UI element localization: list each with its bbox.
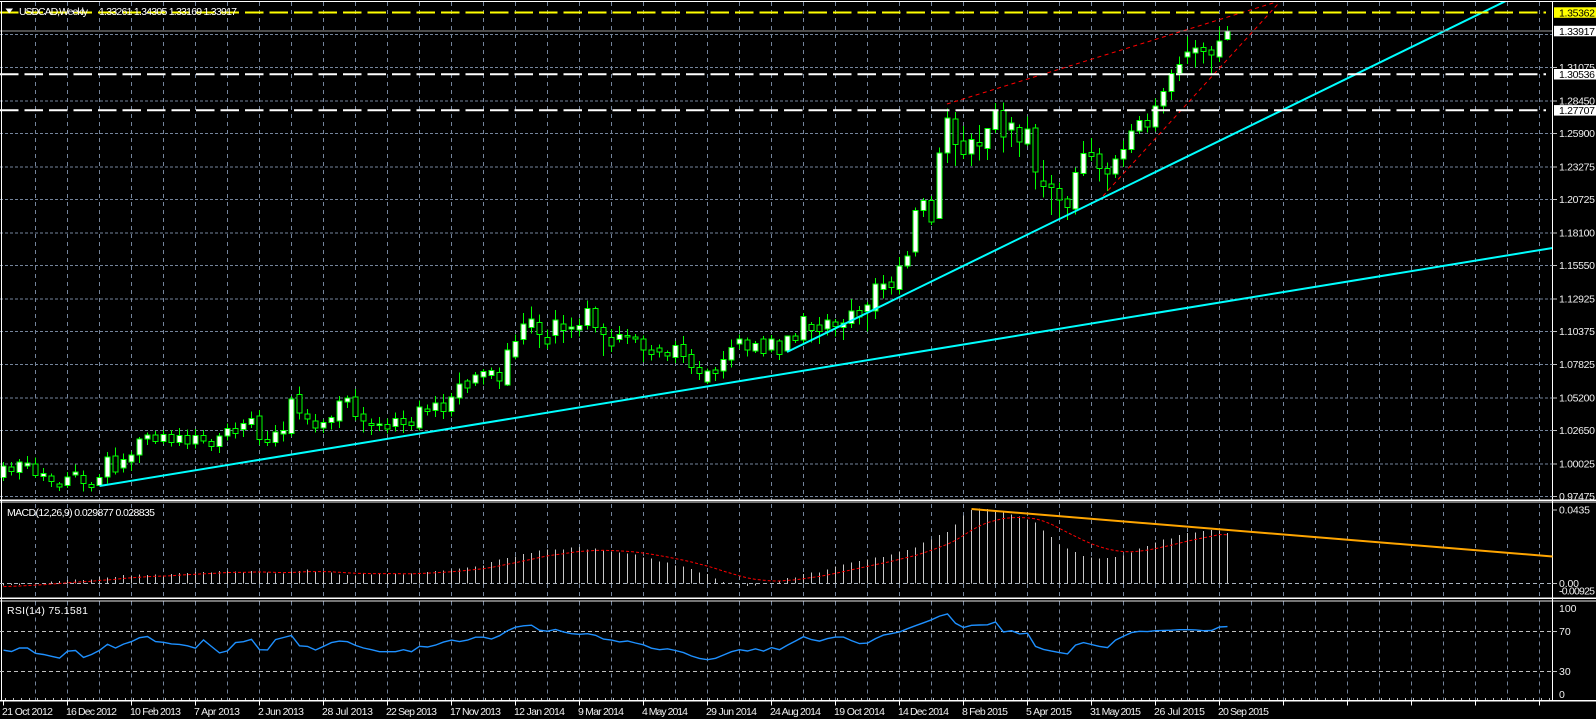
svg-text:1.02650: 1.02650 bbox=[1559, 425, 1595, 437]
svg-text:24 Aug 2014: 24 Aug 2014 bbox=[770, 706, 821, 718]
svg-text:0.97475: 0.97475 bbox=[1559, 491, 1595, 503]
svg-text:1.10375: 1.10375 bbox=[1559, 326, 1595, 338]
svg-text:1.30536: 1.30536 bbox=[1559, 69, 1595, 81]
svg-text:1.28450: 1.28450 bbox=[1559, 95, 1595, 107]
svg-text:70: 70 bbox=[1559, 626, 1571, 638]
svg-text:1.20725: 1.20725 bbox=[1559, 194, 1595, 206]
svg-text:MACD(12,26,9) 0.029877 0.02883: MACD(12,26,9) 0.029877 0.028835 bbox=[7, 507, 155, 519]
svg-text:17 Nov 2013: 17 Nov 2013 bbox=[450, 706, 501, 718]
svg-text:12 Jan 2014: 12 Jan 2014 bbox=[514, 706, 565, 718]
svg-text:20 Sep 2015: 20 Sep 2015 bbox=[1218, 706, 1269, 718]
svg-text:0.0435: 0.0435 bbox=[1559, 505, 1590, 517]
svg-text:100: 100 bbox=[1559, 603, 1577, 615]
svg-text:1.00025: 1.00025 bbox=[1559, 459, 1595, 471]
svg-text:0: 0 bbox=[1559, 689, 1565, 701]
svg-text:1.23275: 1.23275 bbox=[1559, 162, 1595, 174]
svg-text:RSI(14) 75.1581: RSI(14) 75.1581 bbox=[7, 605, 88, 617]
svg-text:16 Dec 2012: 16 Dec 2012 bbox=[66, 706, 117, 718]
svg-text:14 Dec 2014: 14 Dec 2014 bbox=[898, 706, 949, 718]
svg-text:USDCAD,Weekly: USDCAD,Weekly bbox=[19, 6, 89, 18]
svg-text:9 Mar 2014: 9 Mar 2014 bbox=[578, 706, 624, 718]
svg-text:1.33917: 1.33917 bbox=[1559, 26, 1595, 38]
svg-text:10 Feb 2013: 10 Feb 2013 bbox=[130, 706, 181, 718]
svg-text:22 Sep 2013: 22 Sep 2013 bbox=[386, 706, 437, 718]
svg-text:0.00: 0.00 bbox=[1559, 578, 1579, 590]
svg-text:31 May 2015: 31 May 2015 bbox=[1090, 706, 1141, 718]
svg-text:26 Jul 2015: 26 Jul 2015 bbox=[1154, 706, 1205, 718]
svg-text:2 Jun 2013: 2 Jun 2013 bbox=[258, 706, 304, 718]
svg-text:29 Jun 2014: 29 Jun 2014 bbox=[706, 706, 757, 718]
svg-text:1.25900: 1.25900 bbox=[1559, 128, 1595, 140]
svg-text:1.05200: 1.05200 bbox=[1559, 392, 1595, 404]
svg-text:1.35362: 1.35362 bbox=[1559, 7, 1595, 19]
svg-text:7 Apr 2013: 7 Apr 2013 bbox=[194, 706, 240, 718]
svg-text:1.15550: 1.15550 bbox=[1559, 260, 1595, 272]
svg-text:1.07825: 1.07825 bbox=[1559, 359, 1595, 371]
svg-text:1.18100: 1.18100 bbox=[1559, 228, 1595, 240]
svg-text:4 May 2014: 4 May 2014 bbox=[642, 706, 688, 718]
svg-text:21 Oct 2012: 21 Oct 2012 bbox=[2, 706, 53, 718]
svg-text:5 Apr 2015: 5 Apr 2015 bbox=[1026, 706, 1072, 718]
svg-text:28 Jul 2013: 28 Jul 2013 bbox=[322, 706, 373, 718]
svg-text:1.12925: 1.12925 bbox=[1559, 294, 1595, 306]
svg-text:1.33261 1.34305 1.33169 1.3391: 1.33261 1.34305 1.33169 1.33917 bbox=[99, 6, 237, 18]
svg-text:19 Oct 2014: 19 Oct 2014 bbox=[834, 706, 885, 718]
svg-text:1.27707: 1.27707 bbox=[1559, 105, 1595, 117]
svg-text:-0.00925: -0.00925 bbox=[1559, 586, 1595, 598]
svg-text:8 Feb 2015: 8 Feb 2015 bbox=[962, 706, 1008, 718]
svg-text:30: 30 bbox=[1559, 666, 1571, 678]
